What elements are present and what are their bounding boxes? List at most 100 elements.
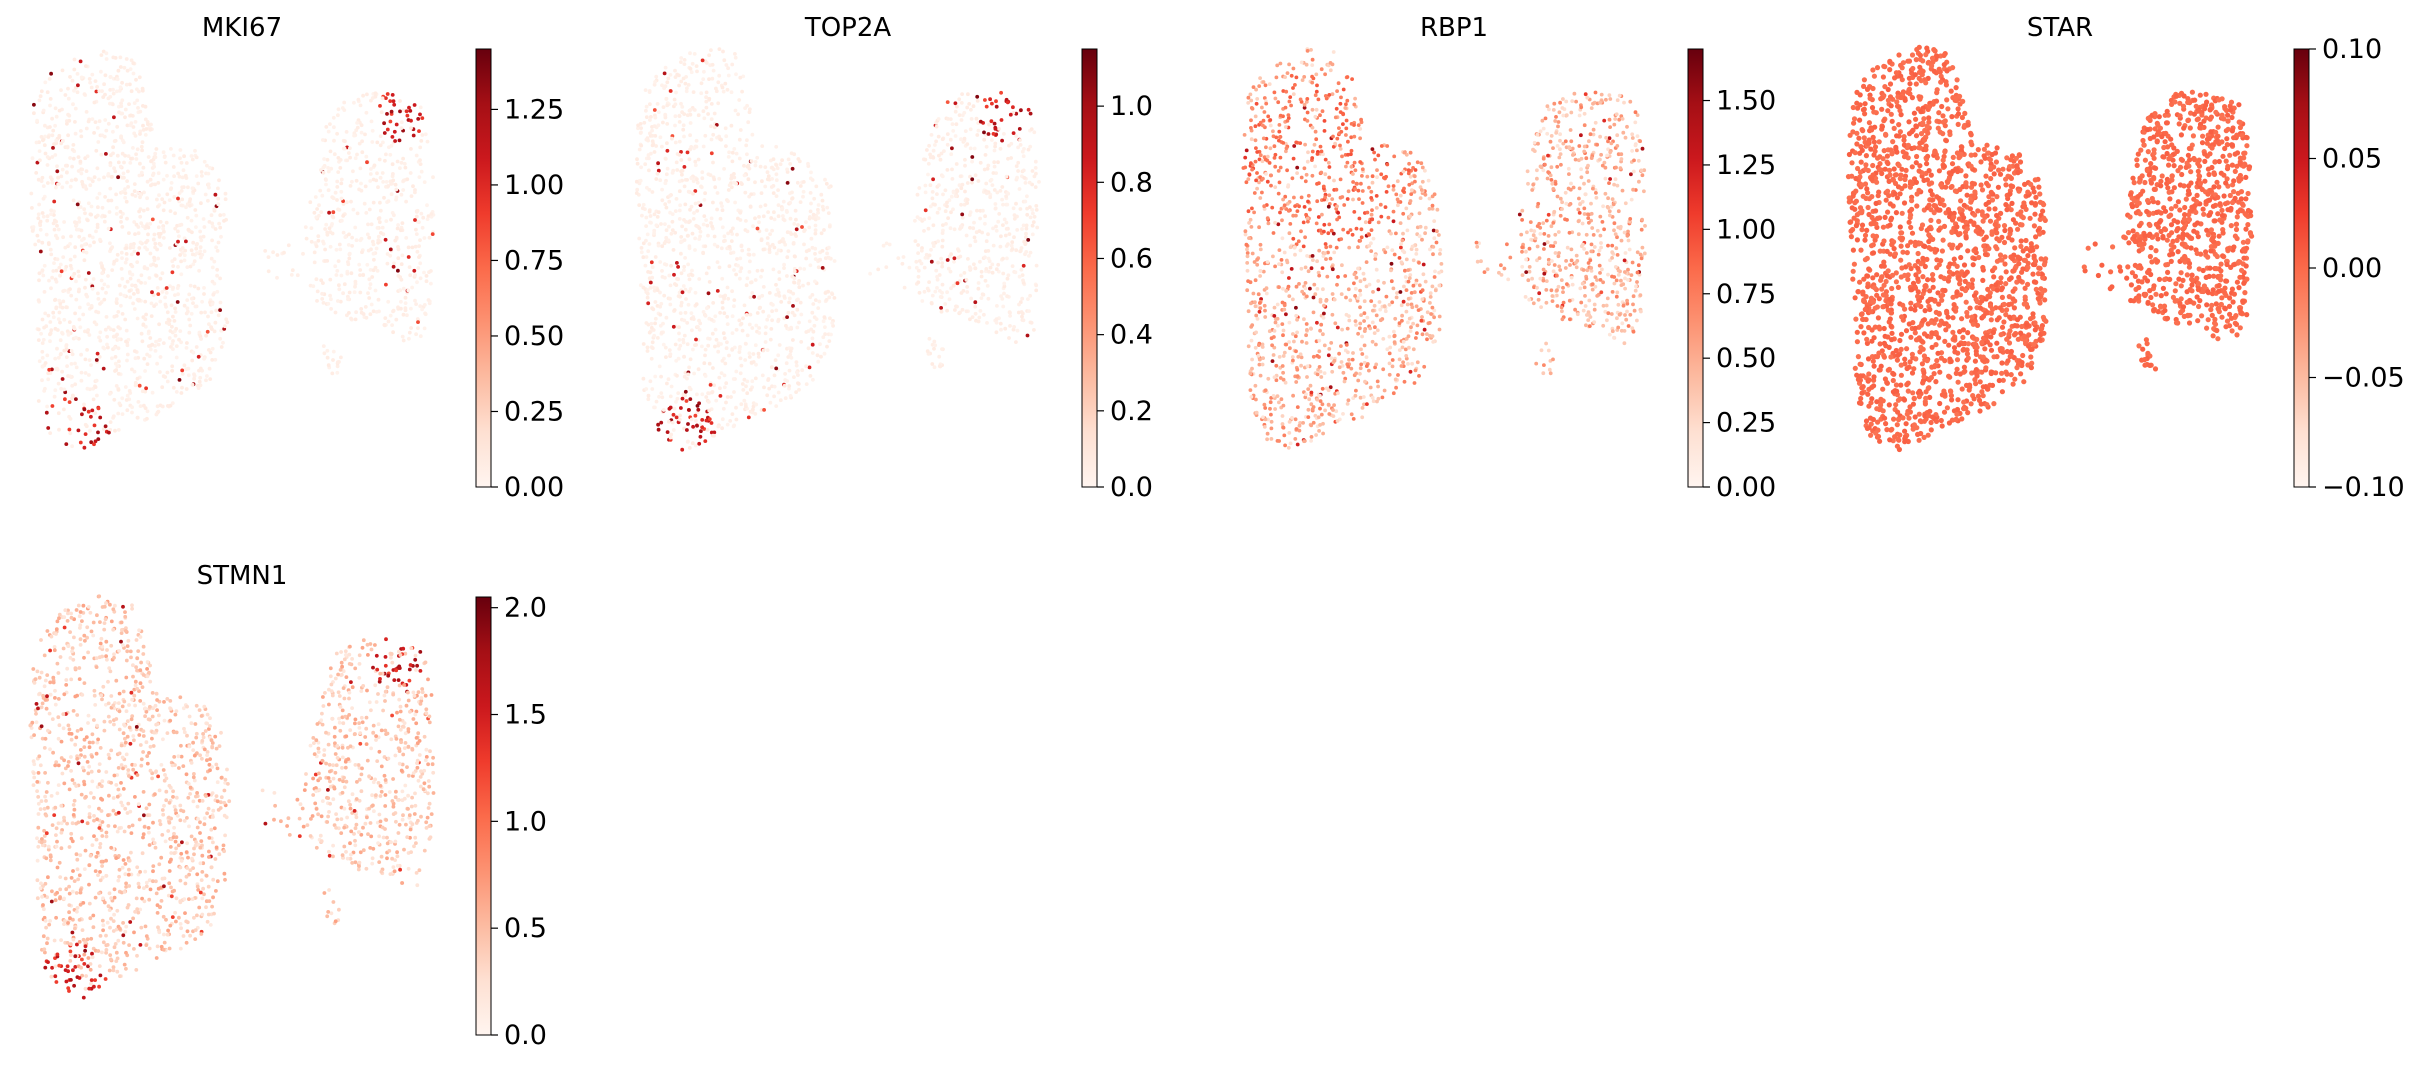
cell-point — [165, 173, 169, 178]
cell-point — [671, 248, 676, 252]
cell-point — [822, 315, 827, 319]
cell-point — [345, 271, 350, 276]
cell-point — [663, 84, 668, 89]
cell-point — [309, 239, 314, 244]
cell-point — [936, 260, 940, 265]
cell-point — [347, 232, 351, 237]
cell-point — [75, 202, 80, 207]
cell-point — [1425, 310, 1430, 315]
cell-point — [352, 290, 357, 295]
cell-point — [1330, 312, 1335, 317]
cell-point — [1318, 299, 1323, 304]
cell-point — [94, 358, 99, 362]
cell-point — [953, 109, 958, 114]
cell-point — [1412, 381, 1417, 385]
cell-point — [999, 90, 1003, 95]
cell-point — [694, 337, 698, 342]
cell-point — [1278, 165, 1283, 170]
cell-point — [994, 224, 998, 229]
cell-point — [946, 216, 950, 221]
cell-point — [1340, 263, 1344, 268]
cell-point — [41, 138, 45, 143]
cell-point — [715, 289, 720, 293]
cell-point — [145, 207, 150, 212]
cell-point — [1631, 294, 1636, 299]
cell-point — [1004, 220, 1009, 225]
cell-point — [223, 324, 227, 329]
cell-point — [804, 249, 809, 254]
cell-point — [1524, 270, 1529, 274]
cell-point — [275, 253, 280, 257]
cell-point — [419, 211, 424, 216]
cell-point — [1288, 95, 1293, 99]
cell-point — [1309, 390, 1314, 395]
cell-point — [763, 340, 768, 344]
cell-point — [649, 321, 654, 326]
cell-point — [765, 348, 770, 352]
cell-point — [927, 143, 931, 148]
cell-point — [410, 245, 415, 250]
cell-point — [1626, 267, 1630, 272]
cell-point — [83, 211, 87, 216]
cell-point — [788, 352, 793, 357]
cell-point — [701, 144, 706, 149]
cell-point — [216, 186, 220, 191]
cell-point — [962, 136, 967, 141]
cell-point — [751, 352, 756, 356]
cell-point — [218, 336, 223, 341]
cell-point — [59, 386, 64, 391]
cell-point — [1421, 272, 1426, 277]
cell-point — [1530, 276, 1534, 281]
cell-point — [107, 210, 112, 214]
cell-point — [170, 368, 175, 373]
cell-point — [644, 387, 649, 391]
cell-point — [1323, 157, 1328, 162]
cell-point — [1299, 175, 1304, 180]
cell-point — [85, 386, 90, 391]
cell-point — [392, 261, 396, 266]
cell-point — [706, 400, 711, 404]
cell-point — [304, 236, 309, 241]
cell-point — [647, 187, 652, 192]
panel-title: TOP2A — [804, 13, 892, 43]
cell-point — [1376, 153, 1381, 158]
cell-point — [652, 333, 657, 338]
cell-point — [655, 171, 660, 176]
cell-point — [816, 203, 821, 207]
cell-point — [990, 138, 994, 142]
cell-point — [79, 370, 84, 375]
cell-point — [722, 234, 727, 239]
cell-point — [431, 175, 435, 180]
cell-point — [1309, 439, 1313, 443]
cell-point — [1563, 190, 1568, 195]
cell-point — [104, 315, 109, 319]
cell-point — [734, 327, 739, 332]
cell-point — [1359, 347, 1363, 352]
cell-point — [1277, 180, 1282, 185]
cell-point — [377, 157, 382, 162]
cell-point — [102, 214, 107, 219]
cell-point — [177, 234, 181, 239]
cell-point — [675, 261, 679, 265]
cell-point — [214, 245, 219, 250]
cell-point — [691, 424, 695, 429]
cell-point — [699, 91, 704, 96]
cell-point — [1318, 144, 1323, 149]
cell-point — [1354, 323, 1358, 327]
cell-point — [55, 366, 59, 371]
cell-point — [79, 352, 83, 357]
cell-point — [1267, 329, 1272, 334]
cell-point — [1558, 268, 1563, 272]
cell-point — [121, 171, 126, 176]
cell-point — [145, 362, 150, 366]
cell-point — [1327, 175, 1332, 180]
cell-point — [760, 144, 765, 149]
cell-point — [926, 288, 931, 293]
cell-point — [321, 165, 326, 170]
cell-point — [424, 274, 429, 278]
cell-point — [1307, 397, 1312, 402]
cell-point — [132, 349, 137, 353]
cell-point — [130, 192, 135, 197]
cell-point — [656, 123, 661, 128]
cell-point — [787, 368, 792, 373]
